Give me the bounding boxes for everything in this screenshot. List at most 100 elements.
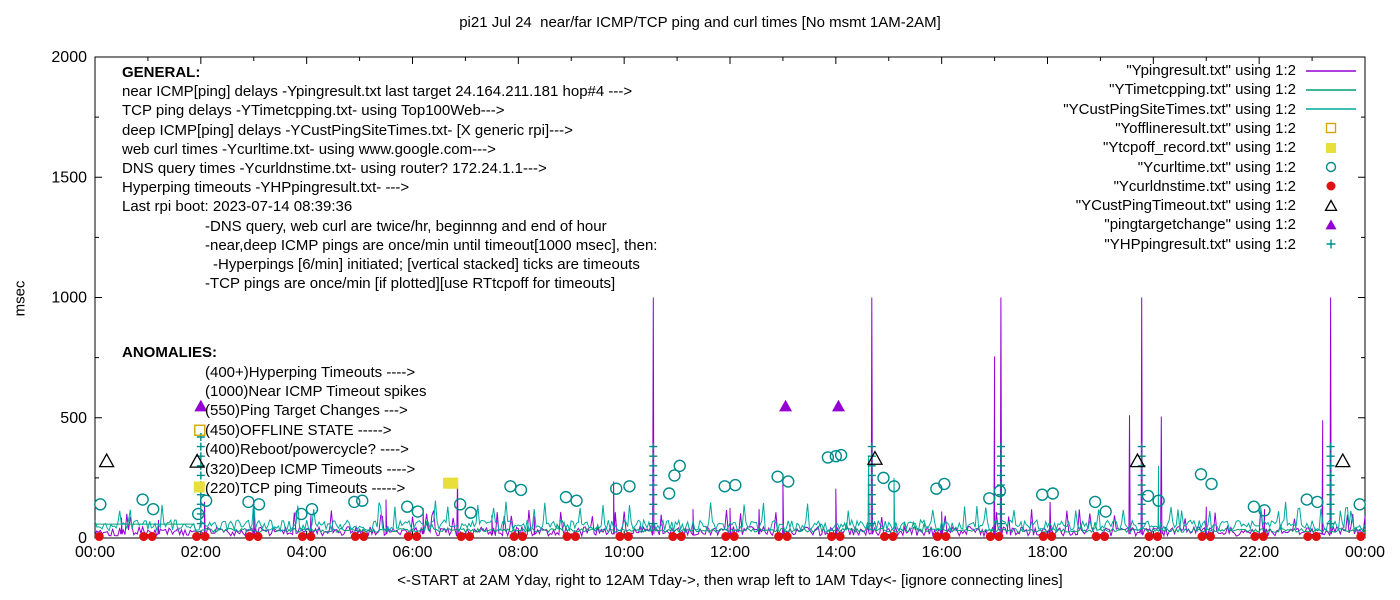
series-point-Yofflineresult.txt <box>194 424 206 436</box>
series-point-Ycurltime.txt <box>514 483 528 497</box>
series-point-YHPpingresult.txt <box>867 481 876 490</box>
series-point-Ycurltime.txt <box>877 471 890 485</box>
series-point-YHPpingresult.txt <box>1326 481 1335 490</box>
legend-item: "pingtargetchange" using 1:2 <box>1104 215 1357 234</box>
series-point-YHPpingresult.txt <box>1326 461 1335 470</box>
series-point-Ycurltime.txt <box>1194 468 1208 481</box>
general-line: -Hyperpings [6/min] initiated; [vertical… <box>213 256 640 273</box>
anomaly-line: (220)TCP ping Timeouts -----> <box>205 479 406 497</box>
x-tick-label: 02:00 <box>181 544 221 561</box>
series-point-YHPpingresult.txt <box>1137 519 1146 528</box>
series-point-Ycurltime.txt <box>136 493 149 506</box>
x-tick-label: 18:00 <box>1027 544 1067 561</box>
legend-label: "pingtargetchange" using 1:2 <box>1104 216 1296 234</box>
series-point-Ycurltime.txt <box>718 480 731 493</box>
series-point-YHPpingresult.txt <box>1137 442 1146 451</box>
series-point-YCustPingTimeout.txt <box>98 452 115 468</box>
series-point-Ycurldnstime.txt <box>623 532 633 542</box>
series-point-YHPpingresult.txt <box>196 432 205 441</box>
x-tick-label: 12:00 <box>710 544 750 561</box>
anomaly-line: (320)Deep ICMP Timeouts ----> <box>205 460 416 478</box>
series-point-Ycurltime.txt <box>821 451 835 464</box>
series-point-YHPpingresult.txt <box>996 509 1005 518</box>
legend-item: "YTimetcpping.txt" using 1:2 <box>1109 80 1357 99</box>
general-line: deep ICMP[ping] delays -YCustPingSiteTim… <box>122 121 573 139</box>
series-point-Ycurldnstime.txt <box>245 532 255 542</box>
series-point-Ycurltime.txt <box>199 494 213 507</box>
legend-label: "Yofflineresult.txt" using 1:2 <box>1115 119 1296 137</box>
legend-glyph-open-circle <box>1325 161 1337 173</box>
general-line: TCP ping delays -YTimetcpping.txt- using… <box>122 102 505 120</box>
series-point-YHPpingresult.txt <box>1326 452 1335 461</box>
y-tick-label: 500 <box>60 410 87 427</box>
y-tick-label: 1500 <box>51 169 87 186</box>
series-point-Ycurldnstime.txt <box>880 532 890 542</box>
series-point-Ycurltime.txt <box>887 480 901 493</box>
series-point-pingtargetchange <box>194 399 208 412</box>
series-point-Ycurltime.txt <box>242 495 255 509</box>
series-point-pingtargetchange <box>831 399 845 412</box>
series-point-YHPpingresult.txt <box>1326 519 1335 528</box>
series-point-Ycurltime.txt <box>1141 489 1155 503</box>
general-line: -TCP pings are once/min [if plotted][use… <box>205 275 616 293</box>
series-point-Ycurltime.txt <box>782 475 795 488</box>
series-point-Ytcpoff_record.txt <box>447 477 459 489</box>
general-line: Last rpi boot: 2023-07-14 08:39:36 <box>122 198 353 216</box>
series-point-Ycurldnstime.txt <box>456 532 466 542</box>
series-point-Ycurltime.txt <box>930 482 943 495</box>
x-tick-label: 00:00 <box>1345 544 1385 561</box>
series-point-YHPpingresult.txt <box>649 452 658 461</box>
series-line-YTimetcpping.txt <box>95 520 1366 534</box>
series-point-Ycurltime.txt <box>1205 477 1218 491</box>
series-point-Ytcpoff_record.txt <box>193 481 205 493</box>
series-point-YHPpingresult.txt <box>1326 509 1335 518</box>
anomalies-heading: ANOMALIES: <box>122 344 217 361</box>
legend-glyph-plus <box>1326 239 1336 249</box>
series-point-Ycurldnstime.txt <box>359 532 369 542</box>
series-point-Ycurldnstime.txt <box>192 532 202 542</box>
series-point-Ycurldnstime.txt <box>94 532 104 542</box>
x-tick-label: 10:00 <box>604 544 644 561</box>
general-line: -near,deep ICMP pings are once/min until… <box>205 236 658 254</box>
series-point-Ycurltime.txt <box>559 490 573 504</box>
series-point-Ycurldnstime.txt <box>1091 532 1101 542</box>
series-point-Ycurldnstime.txt <box>1311 532 1321 542</box>
series-point-Ycurldnstime.txt <box>1303 532 1313 542</box>
legend-glyph-filled-square <box>1326 142 1336 153</box>
y-tick-label: 2000 <box>51 49 87 66</box>
series-point-YHPpingresult.txt <box>996 442 1005 451</box>
series-point-Ycurldnstime.txt <box>518 532 528 542</box>
series-point-YHPpingresult.txt <box>649 442 658 451</box>
series-point-Ycurltime.txt <box>464 506 477 519</box>
legend-label: "Ypingresult.txt" using 1:2 <box>1126 62 1296 79</box>
series-point-YCustPingTimeout.txt <box>1334 452 1351 468</box>
legend-item: "Ytcpoff_record.txt" using 1:2 <box>1103 138 1357 157</box>
legend-label: "Ycurldnstime.txt" using 1:2 <box>1113 177 1296 195</box>
x-tick-label: 16:00 <box>922 544 962 561</box>
legend-marker-open-square <box>1305 120 1357 136</box>
series-point-YHPpingresult.txt <box>1326 442 1335 451</box>
x-tick-label: 00:00 <box>75 544 115 561</box>
series-point-Ycurldnstime.txt <box>509 532 519 542</box>
anomaly-line: (450)OFFLINE STATE -----> <box>205 421 392 439</box>
anomaly-line: (400+)Hyperping Timeouts ----> <box>205 363 416 381</box>
series-point-Ycurltime.txt <box>356 494 369 507</box>
series-point-Ycurldnstime.txt <box>668 532 678 542</box>
series-point-Ycurldnstime.txt <box>1356 532 1366 542</box>
series-point-Ycurltime.txt <box>1300 493 1313 506</box>
series-point-YHPpingresult.txt <box>996 519 1005 528</box>
series-point-Ycurltime.txt <box>305 502 319 516</box>
legend-marker-filled-circle <box>1305 178 1357 194</box>
series-point-Ycurldnstime.txt <box>994 532 1004 542</box>
series-point-Ycurldnstime.txt <box>1205 532 1215 542</box>
series-point-Ycurltime.txt <box>729 478 742 492</box>
series-point-YHPpingresult.txt <box>867 490 876 499</box>
series-point-Ycurltime.txt <box>1152 494 1165 507</box>
series-point-Ycurldnstime.txt <box>888 532 898 542</box>
legend-glyph-open-triangle <box>1324 198 1338 211</box>
series-point-Ycurldnstime.txt <box>1197 532 1207 542</box>
series-point-Ycurltime.txt <box>1258 504 1271 517</box>
series-point-Ycurltime.txt <box>411 505 424 518</box>
series-point-Ycurldnstime.txt <box>676 532 686 542</box>
